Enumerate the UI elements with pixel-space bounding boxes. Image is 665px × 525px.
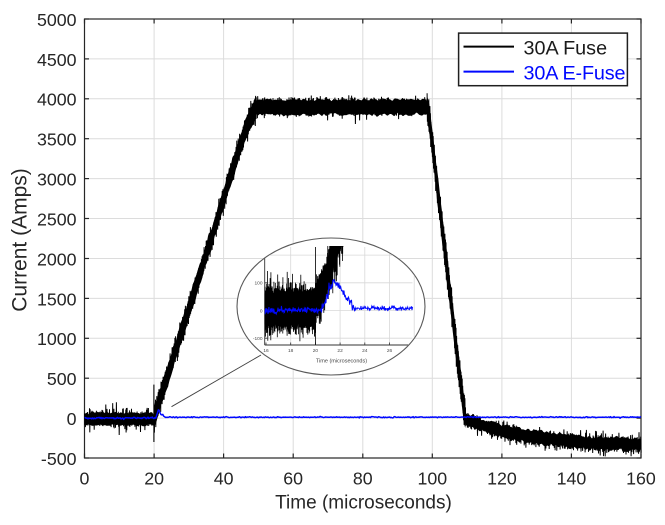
svg-text:20: 20 <box>144 469 164 489</box>
svg-text:Time (microseconds): Time (microseconds) <box>275 493 452 514</box>
svg-text:Current (Amps): Current (Amps) <box>8 168 31 312</box>
svg-text:20: 20 <box>313 348 319 354</box>
svg-text:22: 22 <box>337 348 343 354</box>
svg-text:100: 100 <box>417 469 447 489</box>
svg-text:500: 500 <box>47 369 77 389</box>
svg-text:16: 16 <box>263 348 269 354</box>
svg-text:2000: 2000 <box>37 249 77 269</box>
svg-text:-500: -500 <box>41 449 77 469</box>
svg-text:3500: 3500 <box>37 130 77 150</box>
svg-text:-100: -100 <box>253 336 263 342</box>
svg-text:3000: 3000 <box>37 170 77 190</box>
svg-text:26: 26 <box>387 348 393 354</box>
svg-text:60: 60 <box>283 469 303 489</box>
svg-text:100: 100 <box>254 281 262 287</box>
svg-text:140: 140 <box>557 469 587 489</box>
svg-text:Time (microseconds): Time (microseconds) <box>316 359 367 365</box>
svg-text:0: 0 <box>80 469 90 489</box>
svg-text:40: 40 <box>214 469 234 489</box>
svg-text:2500: 2500 <box>37 209 77 229</box>
svg-text:30A Fuse: 30A Fuse <box>524 37 608 59</box>
svg-text:0: 0 <box>67 409 77 429</box>
svg-text:120: 120 <box>487 469 517 489</box>
svg-text:30A E-Fuse: 30A E-Fuse <box>524 62 626 84</box>
svg-text:1500: 1500 <box>37 289 77 309</box>
svg-text:5000: 5000 <box>37 10 77 30</box>
svg-text:1000: 1000 <box>37 329 77 349</box>
svg-text:160: 160 <box>626 469 656 489</box>
svg-text:24: 24 <box>362 348 368 354</box>
svg-text:4000: 4000 <box>37 90 77 110</box>
svg-text:18: 18 <box>288 348 294 354</box>
svg-text:4500: 4500 <box>37 50 77 70</box>
svg-text:80: 80 <box>353 469 373 489</box>
svg-text:0: 0 <box>260 308 263 314</box>
